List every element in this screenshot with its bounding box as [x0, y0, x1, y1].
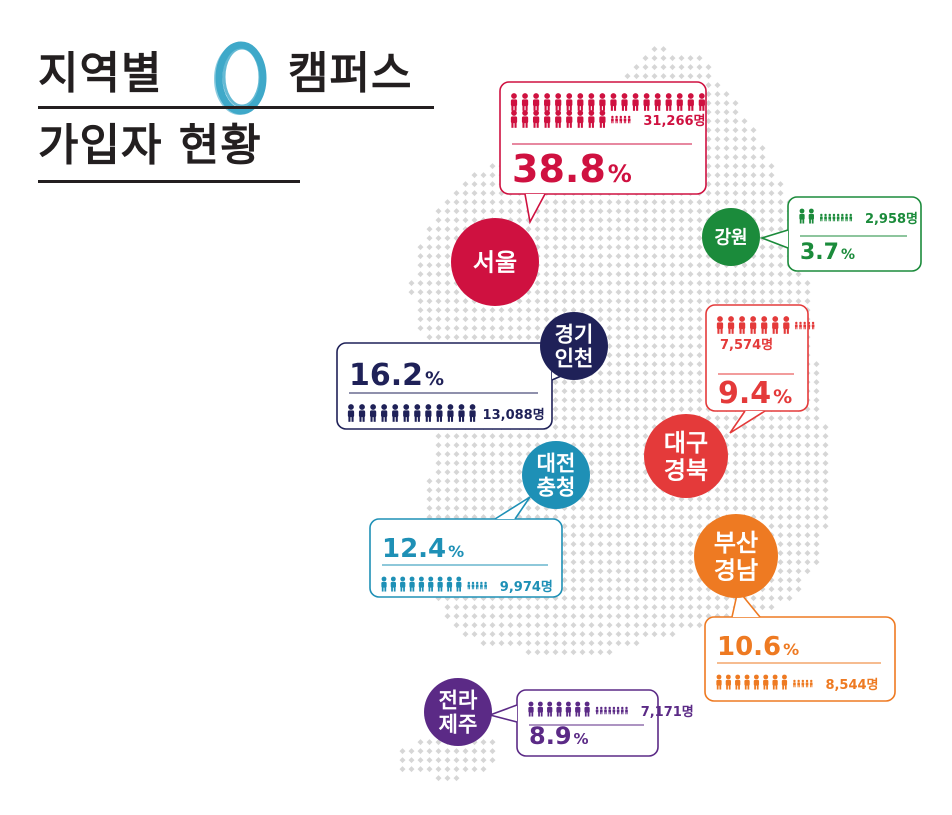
jeolla-circle [424, 678, 492, 746]
gangwon-count: 2,958명 [865, 211, 918, 227]
gangwon-circle [702, 208, 760, 266]
daegu-label-1: 경북 [664, 456, 708, 484]
title-line2: 가입자 현황 [38, 120, 262, 171]
seoul-circle [451, 218, 539, 306]
gyeonggi-percent: 16.2% [349, 358, 444, 393]
daejeon-people-icons [381, 576, 487, 592]
busan-circle [694, 514, 778, 598]
daegu-circle [644, 414, 728, 498]
jeolla-percent: 8.9% [529, 722, 589, 750]
daejeon-label-1: 충청 [537, 476, 576, 500]
jeolla-people-icons [528, 701, 628, 717]
title-underline-1 [38, 106, 434, 109]
daejeon-label-0: 대전 [537, 451, 576, 475]
busan-callout-box [704, 616, 896, 702]
gyeonggi-circle [540, 312, 608, 380]
gyeonggi-label-0: 경기 [555, 322, 594, 346]
jeolla-count: 7,171명 [641, 704, 694, 720]
region-seoul: 서울 31,266명 38.8% [451, 81, 707, 306]
title-underline-2 [38, 180, 300, 183]
daegu-count: 7,574명 [720, 337, 773, 353]
jeolla-callout-box [516, 689, 659, 757]
seoul-count: 31,266명 [643, 113, 705, 129]
busan-count: 8,544명 [825, 677, 878, 693]
daegu-percent: 9.4% [718, 376, 792, 411]
daejeon-callout-box [369, 518, 563, 598]
daejeon-count: 9,974명 [500, 579, 553, 595]
jeolla-label-1: 제주 [439, 713, 478, 737]
gyeonggi-label-1: 인천 [555, 347, 594, 371]
gangwon-people-icons [799, 208, 853, 224]
daegu-people-icons [716, 316, 815, 334]
busan-label-0: 부산 [714, 529, 758, 557]
daegu-label-0: 대구 [664, 429, 708, 457]
seoul-label-0: 서울 [473, 249, 517, 277]
gangwon-label-0: 강원 [714, 227, 747, 248]
seoul-percent: 38.8% [512, 147, 632, 191]
busan-label-1: 경남 [714, 556, 758, 584]
seoul-people-icons [510, 93, 705, 128]
busan-percent: 10.6% [717, 632, 799, 662]
region-gangwon: 강원 2,958명 3.7% [702, 196, 922, 272]
title-line1-left: 지역별 [38, 48, 163, 99]
gyeonggi-callout-box [336, 342, 553, 430]
gyeonggi-count: 13,088명 [483, 407, 545, 423]
gyeonggi-people-icons [347, 404, 476, 422]
gangwon-percent: 3.7% [800, 240, 855, 265]
title-line1-right: 캠퍼스 [288, 48, 413, 99]
daejeon-circle [522, 441, 590, 509]
daejeon-percent: 12.4% [382, 534, 464, 564]
jeolla-label-0: 전라 [439, 688, 478, 712]
busan-people-icons [716, 674, 813, 690]
seoul-callout-box [499, 81, 707, 195]
